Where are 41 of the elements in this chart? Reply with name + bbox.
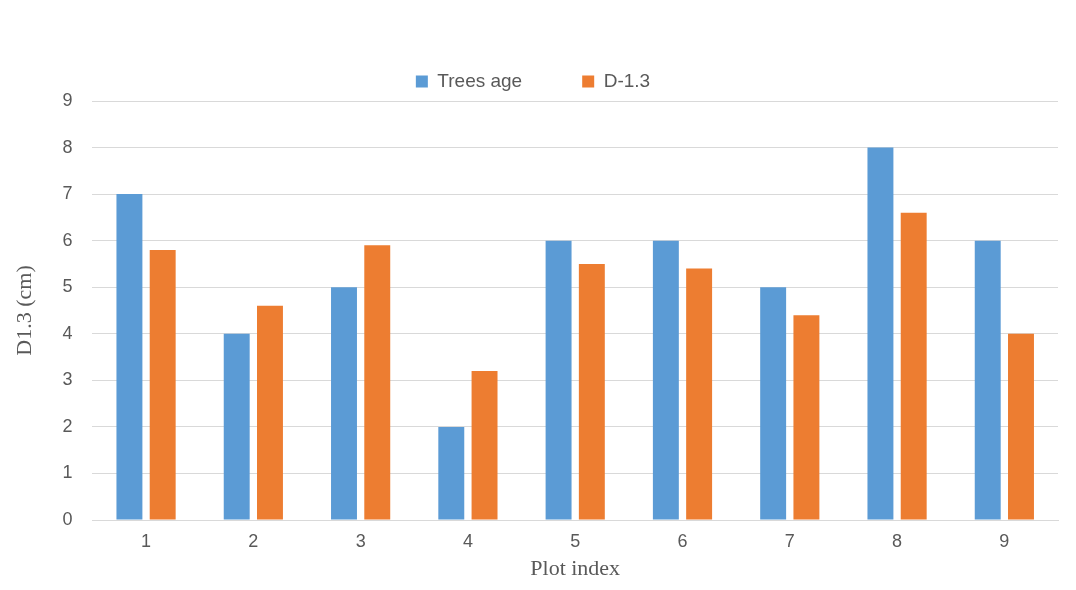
y-tick-label: 7 — [62, 183, 73, 204]
bar — [1008, 333, 1034, 520]
y-tick-label: 3 — [62, 369, 73, 390]
bar — [331, 287, 357, 520]
y-axis-title: D1.3 (cm) — [10, 265, 36, 356]
x-tick-label: 8 — [892, 530, 903, 551]
bar — [686, 268, 713, 520]
bar — [652, 240, 679, 520]
y-tick-label: 8 — [62, 136, 73, 157]
x-axis-title: Plot index — [530, 554, 621, 580]
bar — [578, 263, 605, 520]
x-tick-label: 9 — [999, 530, 1010, 551]
legend-label: D-1.3 — [603, 69, 651, 91]
bar — [223, 333, 250, 520]
bar — [867, 147, 894, 520]
bar — [471, 371, 498, 520]
x-tick-label: 7 — [784, 530, 795, 551]
y-tick-label: 6 — [62, 229, 73, 250]
x-tick-label: 1 — [141, 530, 152, 551]
x-tick-label: 5 — [570, 530, 581, 551]
y-tick-label: 1 — [62, 462, 73, 483]
bar — [149, 249, 176, 520]
bar — [364, 245, 391, 520]
bar — [116, 194, 143, 520]
y-tick-label: 9 — [62, 89, 73, 110]
bar — [257, 305, 283, 520]
x-tick-label: 3 — [355, 530, 366, 551]
x-tick-label: 6 — [677, 530, 688, 551]
bar — [760, 287, 787, 520]
x-tick-label: 2 — [248, 530, 259, 551]
bar — [438, 426, 465, 520]
bar — [545, 240, 572, 520]
bar — [974, 240, 1001, 520]
bar — [793, 315, 820, 520]
y-tick-label: 0 — [62, 508, 73, 529]
legend-label: Trees age — [437, 69, 523, 91]
y-tick-label: 2 — [62, 415, 73, 436]
x-tick-label: 4 — [462, 530, 473, 551]
y-tick-label: 4 — [62, 322, 73, 343]
bar — [900, 212, 927, 520]
y-tick-label: 5 — [62, 276, 73, 297]
